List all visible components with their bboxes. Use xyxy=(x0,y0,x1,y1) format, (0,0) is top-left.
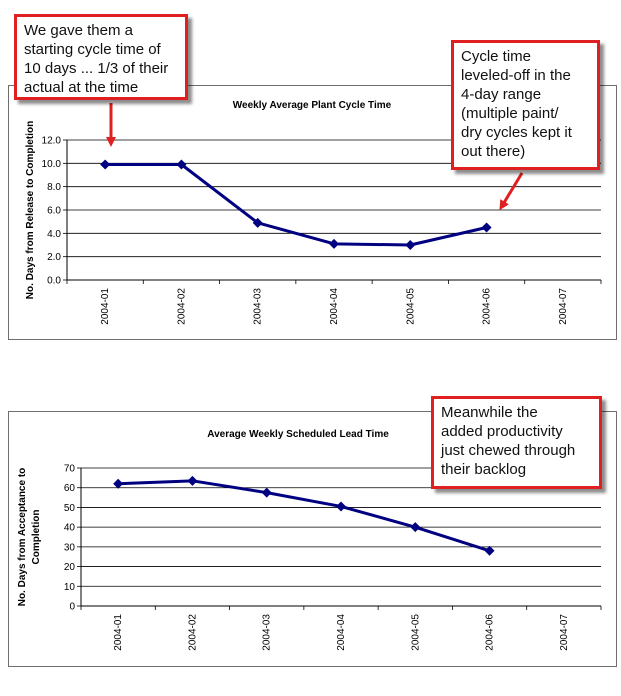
data-point xyxy=(252,217,263,228)
chart-svg-2: Average Weekly Scheduled Lead Time 0 10 20 3… xyxy=(17,429,602,651)
y-axis-title-line-2: Completion xyxy=(31,510,42,565)
x-tick-label: 2004-05 xyxy=(410,614,421,651)
y-tick-label: 2.0 xyxy=(47,252,61,263)
x-tick-label: 2004-06 xyxy=(485,614,496,651)
y-tick-label: 60 xyxy=(64,483,76,494)
x-tick-label: 2004-05 xyxy=(405,288,416,325)
y-tick-label: 10 xyxy=(64,582,76,593)
x-tick-label: 2004-01 xyxy=(113,614,124,651)
data-point xyxy=(100,159,111,170)
x-tick-label: 2004-04 xyxy=(336,614,347,651)
y-tick-label: 0.0 xyxy=(47,276,61,287)
y-tick-label: 6.0 xyxy=(47,206,61,217)
x-tick-label: 2004-06 xyxy=(482,288,493,325)
series-line xyxy=(105,163,487,247)
y-tick-label: 70 xyxy=(64,464,76,475)
data-point xyxy=(329,238,339,249)
x-tick-label: 2004-02 xyxy=(187,614,198,651)
chart-svg-1: Weekly Average Plant Cycle Time 0.0 2.0 4.0… xyxy=(25,100,602,325)
callout-starting-cycle-time: We gave them a starting cycle time of 10… xyxy=(14,14,188,100)
y-tick-label: 10.0 xyxy=(42,159,62,170)
x-tick-label: 2004-03 xyxy=(253,288,264,325)
series-line xyxy=(118,479,491,553)
y-tick-label: 0 xyxy=(69,602,75,613)
y-axis-title-line-1: No. Days from Acceptance to xyxy=(17,468,28,607)
y-tick-label: 20 xyxy=(64,562,76,573)
y-tick-label: 8.0 xyxy=(47,182,61,193)
x-tick-label: 2004-07 xyxy=(558,288,569,325)
data-point xyxy=(410,522,421,533)
data-point xyxy=(484,545,495,556)
x-tick-label: 2004-02 xyxy=(176,288,187,325)
y-tick-label: 4.0 xyxy=(47,229,61,240)
data-point xyxy=(113,478,124,489)
data-point xyxy=(481,222,492,233)
x-tick-label: 2004-01 xyxy=(100,288,111,325)
callout-backlog: Meanwhile the added productivity just ch… xyxy=(431,396,602,489)
y-axis-title: No. Days from Release to Completion xyxy=(25,121,36,299)
data-point xyxy=(405,240,416,250)
callout-cycle-time-leveled: Cycle time leveled-off in the 4-day rang… xyxy=(451,40,600,170)
data-point xyxy=(176,159,187,170)
x-tick-label: 2004-03 xyxy=(262,614,273,651)
data-point xyxy=(261,487,272,498)
x-tick-label: 2004-04 xyxy=(329,288,340,325)
y-tick-label: 50 xyxy=(64,503,76,514)
data-point xyxy=(187,475,198,486)
y-tick-label: 30 xyxy=(64,542,76,553)
data-point xyxy=(336,501,346,512)
y-tick-label: 12.0 xyxy=(42,136,62,147)
chart-title: Average Weekly Scheduled Lead Time xyxy=(207,429,389,440)
chart-title: Weekly Average Plant Cycle Time xyxy=(233,100,392,111)
x-tick-label: 2004-07 xyxy=(559,614,570,651)
y-tick-label: 40 xyxy=(64,523,76,534)
